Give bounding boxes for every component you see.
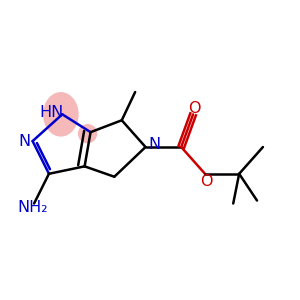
Text: N: N	[18, 134, 30, 148]
Text: O: O	[188, 101, 201, 116]
Ellipse shape	[43, 92, 79, 136]
Text: O: O	[200, 174, 213, 189]
Ellipse shape	[78, 124, 97, 143]
Text: N: N	[148, 136, 160, 152]
Text: HN: HN	[39, 105, 63, 120]
Text: NH₂: NH₂	[17, 200, 48, 215]
